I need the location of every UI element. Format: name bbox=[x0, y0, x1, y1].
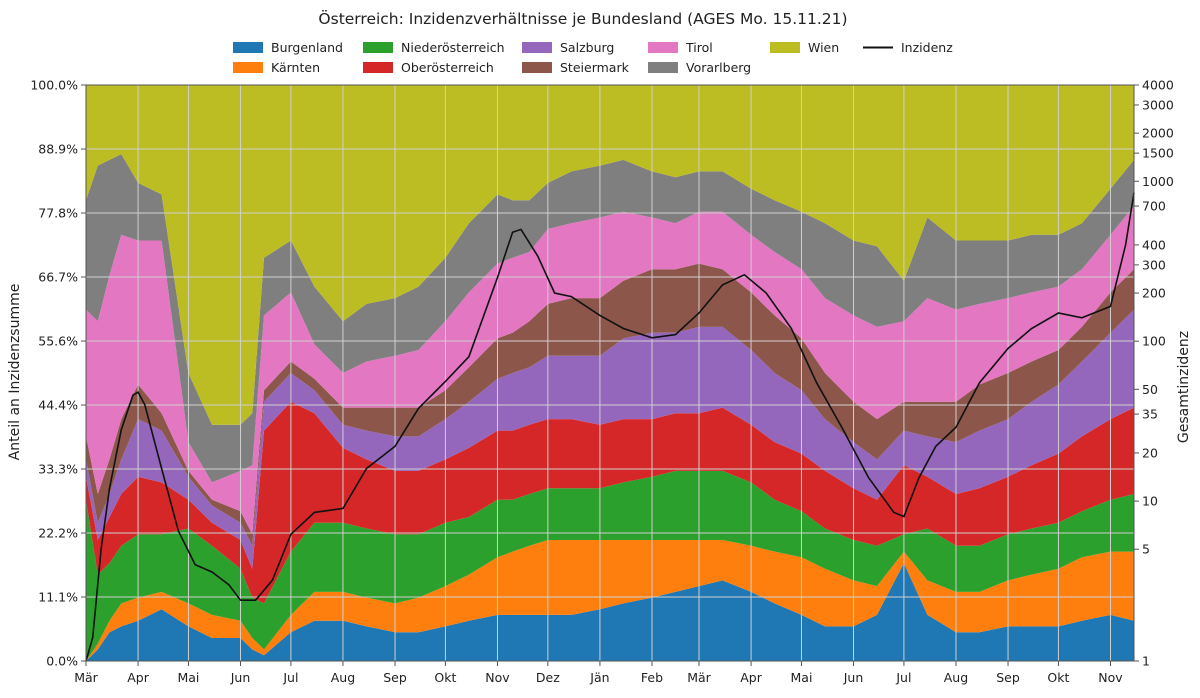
legend-swatch bbox=[363, 42, 393, 53]
x-tick-label: Sep bbox=[383, 670, 407, 685]
y-tick-label: 11.1% bbox=[38, 590, 78, 605]
y-tick-label: 88.9% bbox=[38, 142, 78, 157]
y-axis-label: Anteil an Inzidenzsumme bbox=[7, 284, 23, 461]
x-tick-label: Jän bbox=[589, 670, 609, 685]
plot-frame bbox=[85, 84, 1135, 662]
x-tick-label: Okt bbox=[1047, 670, 1069, 685]
x-tick-label: Aug bbox=[944, 670, 968, 685]
y2-tick-label: 3000 bbox=[1142, 97, 1174, 112]
legend-label: Wien bbox=[808, 40, 839, 55]
y2-tick-label: 5 bbox=[1142, 542, 1150, 557]
y2-tick-label: 700 bbox=[1142, 199, 1166, 214]
x-tick-label: Apr bbox=[127, 670, 149, 685]
legend-swatch bbox=[233, 62, 263, 73]
y2-tick-label: 300 bbox=[1142, 257, 1166, 272]
x-tick-label: Mai bbox=[791, 670, 813, 685]
x-tick-label: Apr bbox=[740, 670, 762, 685]
area-oberösterreich bbox=[86, 401, 1134, 604]
x-tick-label: Nov bbox=[1098, 670, 1123, 685]
x-tick-label: Aug bbox=[331, 670, 355, 685]
y2-tick-label: 1 bbox=[1142, 654, 1150, 669]
legend-swatch bbox=[233, 42, 263, 53]
incidence-line bbox=[85, 192, 1135, 662]
y-tick-label: 66.7% bbox=[38, 270, 78, 285]
y2-tick-label: 10 bbox=[1142, 494, 1158, 509]
plot-area: 0.0% 11.1% 22.2% 33.3% 44.4% 55.6% 66.7% 77.8% 8… bbox=[30, 78, 1174, 686]
y-tick-label: 33.3% bbox=[38, 462, 78, 477]
legend-label: Niederösterreich bbox=[401, 40, 505, 55]
chart-title: Österreich: Inzidenzverhältnisse je Bund… bbox=[318, 9, 847, 28]
y2-tick-label: 35 bbox=[1142, 407, 1158, 422]
x-tick-label: Mär bbox=[74, 670, 98, 685]
y-tick-label: 0.0% bbox=[46, 654, 78, 669]
legend-label: Burgenland bbox=[271, 40, 343, 55]
area-niederösterreich bbox=[86, 470, 1134, 661]
area-wien bbox=[86, 85, 1134, 425]
y2-tick-label: 400 bbox=[1142, 237, 1166, 252]
legend-swatch bbox=[522, 62, 552, 73]
legend-label: Steiermark bbox=[560, 60, 630, 75]
y-tick-label: 100.0% bbox=[30, 78, 78, 93]
x-tick-label: Jun bbox=[843, 670, 864, 685]
x-tick-label: Mär bbox=[687, 670, 711, 685]
x-tick-label: Feb bbox=[641, 670, 663, 685]
area-kärnten bbox=[86, 540, 1134, 661]
y-tick-label: 55.6% bbox=[38, 334, 78, 349]
y2-axis-label: Gesamtinzidenz bbox=[1176, 331, 1192, 443]
legend-swatch bbox=[648, 62, 678, 73]
y-tick-label: 77.8% bbox=[38, 206, 78, 221]
y2-tick-label: 200 bbox=[1142, 286, 1166, 301]
legend-label: Vorarlberg bbox=[686, 60, 751, 75]
legend-label: Kärnten bbox=[271, 60, 320, 75]
gridlines bbox=[85, 84, 1134, 662]
legend-label: Tirol bbox=[685, 40, 713, 55]
legend-swatch bbox=[363, 62, 393, 73]
legend-swatch bbox=[522, 42, 552, 53]
y-tick-label: 44.4% bbox=[38, 398, 78, 413]
x-tick-label: Mai bbox=[177, 670, 199, 685]
legend: Burgenland Kärnten Niederösterreich Oberöst… bbox=[233, 40, 953, 75]
y-tick-label: 22.2% bbox=[38, 526, 78, 541]
area-burgenland bbox=[86, 563, 1134, 661]
y2-tick-label: 4000 bbox=[1142, 78, 1174, 93]
area-tirol bbox=[86, 206, 1134, 535]
x-tick-label: Jun bbox=[230, 670, 251, 685]
x-tick-label: Dez bbox=[536, 670, 560, 685]
area-salzburg bbox=[86, 309, 1134, 569]
y2-tick-label: 1000 bbox=[1142, 174, 1174, 189]
x-tick-label: Okt bbox=[434, 670, 456, 685]
legend-label: Salzburg bbox=[560, 40, 614, 55]
x-tick-label: Jul bbox=[282, 670, 298, 685]
x-tick-label: Jul bbox=[895, 670, 911, 685]
y2-tick-label: 2000 bbox=[1142, 126, 1174, 141]
y2-tick-label: 20 bbox=[1142, 445, 1158, 460]
legend-label: Inzidenz bbox=[901, 40, 953, 55]
y2-tick-label: 1500 bbox=[1142, 146, 1174, 161]
y2-tick-label: 100 bbox=[1142, 334, 1166, 349]
legend-swatch bbox=[770, 42, 800, 53]
legend-label: Oberösterreich bbox=[401, 60, 494, 75]
x-tick-label: Sep bbox=[996, 670, 1020, 685]
x-tick-label: Nov bbox=[485, 670, 510, 685]
legend-swatch bbox=[648, 42, 678, 53]
y2-tick-label: 50 bbox=[1142, 382, 1158, 397]
